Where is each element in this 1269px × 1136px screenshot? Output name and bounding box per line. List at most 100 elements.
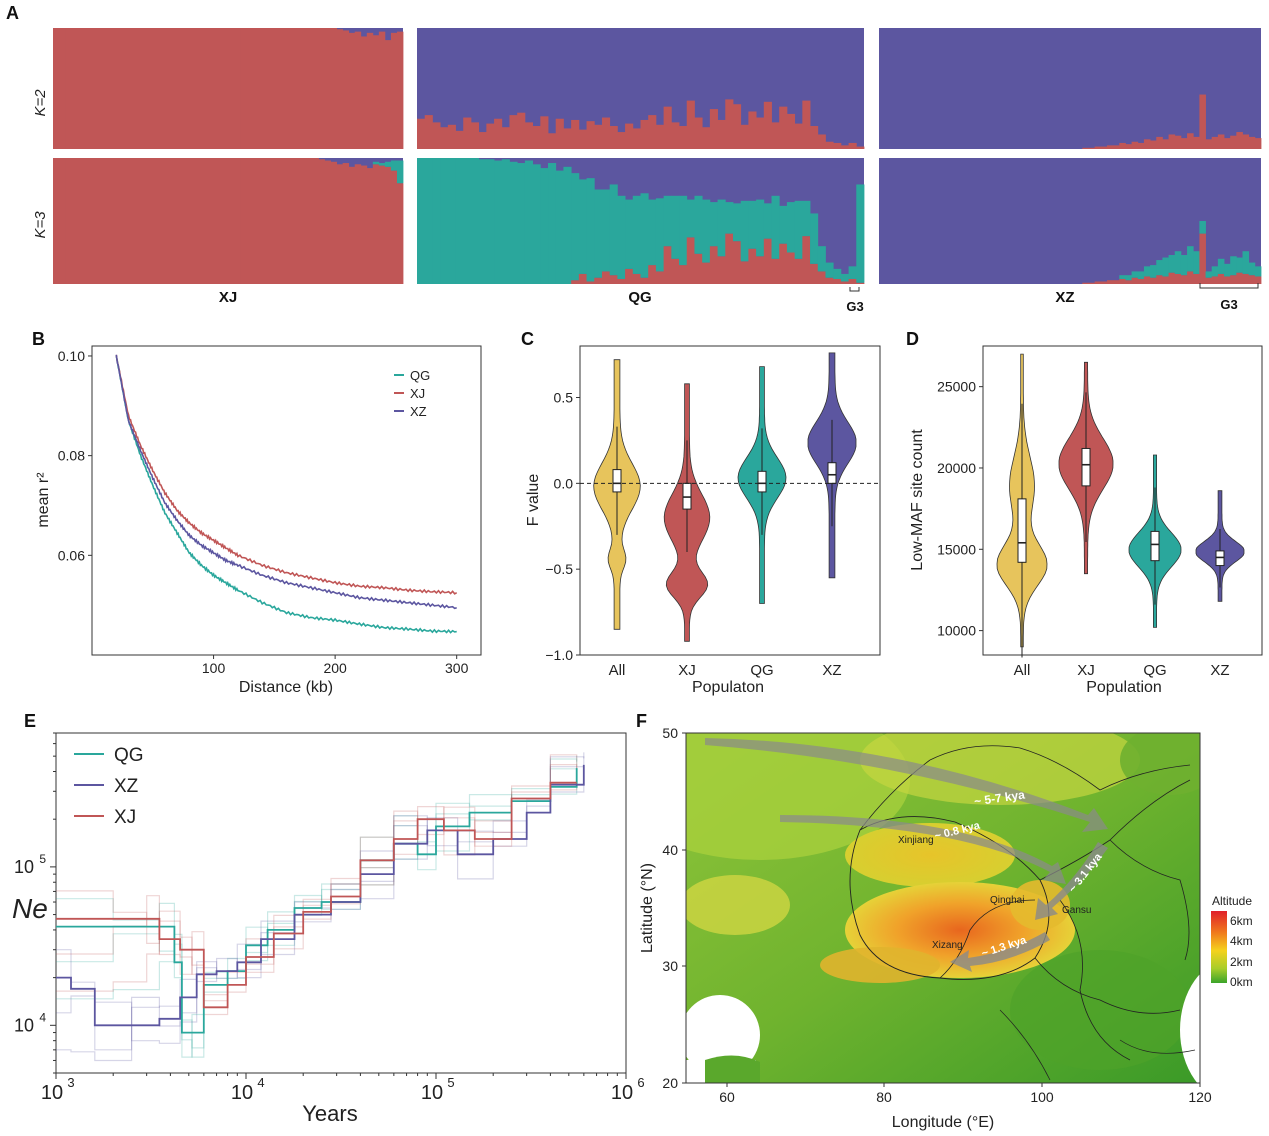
k3-bar-red-qg [625,268,634,284]
k2-bar-xj [119,28,126,149]
k3-bar-red-xz [1236,272,1243,284]
k2-bar-qg [632,128,641,149]
k2-bar-xz [1119,142,1126,149]
row-label-k3: K=3 [32,211,49,239]
k2-bar-qg [694,117,703,149]
xtick-label-b: 300 [445,660,469,676]
k2-bar-xj [396,31,404,150]
k3-bar-red-xj [378,165,386,284]
k3-bar-red-xj [209,158,217,284]
xtick-label-base-e: 10 [611,1082,633,1104]
series-line-b-qg [115,355,457,634]
xtick-label-f: 120 [1188,1089,1212,1105]
k3-bar-teal-qg [609,184,618,276]
k3-bar-red-xz [1224,276,1231,284]
k3-bar-red-xj [89,158,96,284]
k3-bar-teal-qg [540,168,549,284]
ytick-label-d: 10000 [937,623,976,639]
k2-bar-qg [786,113,796,149]
k3-bar-red-xj [276,158,283,284]
k3-bar-red-qg [686,237,695,284]
xtick-label-exp-e: 3 [67,1075,74,1090]
panel-letter-f: F [636,711,647,731]
arrow-1-3kya [950,932,1050,972]
k3-bar-teal-qg [825,262,834,278]
k3-bar-teal-xz [1131,271,1139,278]
k3-bar-red-qg [717,256,726,284]
k3-bar-red-xj [294,158,301,284]
k2-bar-xj [330,28,338,149]
k3-bar-red-qg [756,256,765,284]
arrow-3-1kya [1035,842,1108,920]
k3-bar-teal-qg [478,159,487,284]
k2-bar-xj [167,28,175,149]
k2-bar-xz [1168,134,1176,149]
k2-bar-xj [294,28,301,149]
k3-bar-teal-xz [1125,275,1133,281]
k3-bar-teal-qg [856,184,865,283]
k2-bar-xz [1248,136,1256,149]
box-d-all-box [1017,498,1027,563]
k3-bar-teal-qg [586,178,595,282]
k3-bar-red-xj [252,158,259,284]
k3-bar-red-xj [143,158,150,284]
ytick-label-d: 25000 [937,379,976,395]
k2-bar-qg [771,122,780,149]
k2-bar-xj [53,28,60,149]
k3-bar-teal-xz [1193,251,1200,274]
k2-bar-xj [264,28,271,149]
k3-bar-teal-xz [1217,258,1225,274]
ylabel-b: mean r² [35,472,52,528]
k3-bar-red-xj [342,163,350,284]
map-frame [685,732,1201,1084]
map-axes: 60 80 100 120 20 30 40 50 [662,725,1211,1105]
k3-bar-red-xj [288,158,295,284]
k3-bar-teal-qg [486,159,495,284]
k2-bar-qg [679,126,688,149]
k3-bar-red-qg [709,246,718,284]
k2-bar-xj [228,28,235,149]
k2-bar-xj [125,28,132,149]
xtick-label-base-e: 10 [41,1082,63,1104]
panel-letter-a: A [6,3,19,23]
xtick-label-c-qg: QG [750,662,773,679]
ytick-label-c: −0.5 [545,561,573,577]
altitude-label-0km: 0km [1230,975,1253,989]
k3-bar-red-xj [221,158,229,284]
xtick-label-c-xz: XZ [822,662,841,679]
k3-bar-red-xj [131,158,138,284]
k3-bar-red-xj [53,158,60,284]
ytick-label-exp-e: 5 [39,852,46,866]
k2-bar-qg [756,117,765,149]
k2-bar-xj [191,28,199,149]
k3-bar-red-qg [748,248,757,284]
k3-bar-teal-qg [509,161,518,284]
k3-bar-red-xj [119,158,126,284]
k2-bar-qg [440,127,449,149]
xlabel-e: Years [302,1101,357,1126]
bootstrap-line-e-xj [56,764,578,1016]
k3-bar-red-xj [354,164,362,284]
k3-bar-red-qg [825,277,834,284]
k2-bar-xj [149,28,156,149]
k2-bar-xj [215,28,223,149]
k3-bar-red-xz [1119,278,1126,284]
xlabel-c: Populaton [692,679,764,696]
k2-bar-qg [532,126,541,149]
k2-bar-xj [252,28,259,149]
g3-bracket-xz [1199,283,1259,289]
k3-bar-teal-qg [702,199,711,263]
pop-label-xj: XJ [219,289,237,306]
k2-bar-xj [276,28,283,149]
k3-bar-teal-xz [1162,257,1169,277]
k2-bar-xj [83,28,90,149]
ytick-label-f: 20 [662,1075,678,1091]
k3-bar-red-qg [671,258,680,284]
k3-bar-teal-xz [1236,257,1243,273]
k2-bar-qg [625,123,634,149]
k2-bar-xj [101,28,108,149]
ytick-label-f: 30 [662,958,678,974]
sub-label-g3-xz: G3 [1220,297,1237,312]
k3-bar-red-xz [1248,275,1256,284]
xtick-label-d-qg: QG [1143,662,1166,679]
